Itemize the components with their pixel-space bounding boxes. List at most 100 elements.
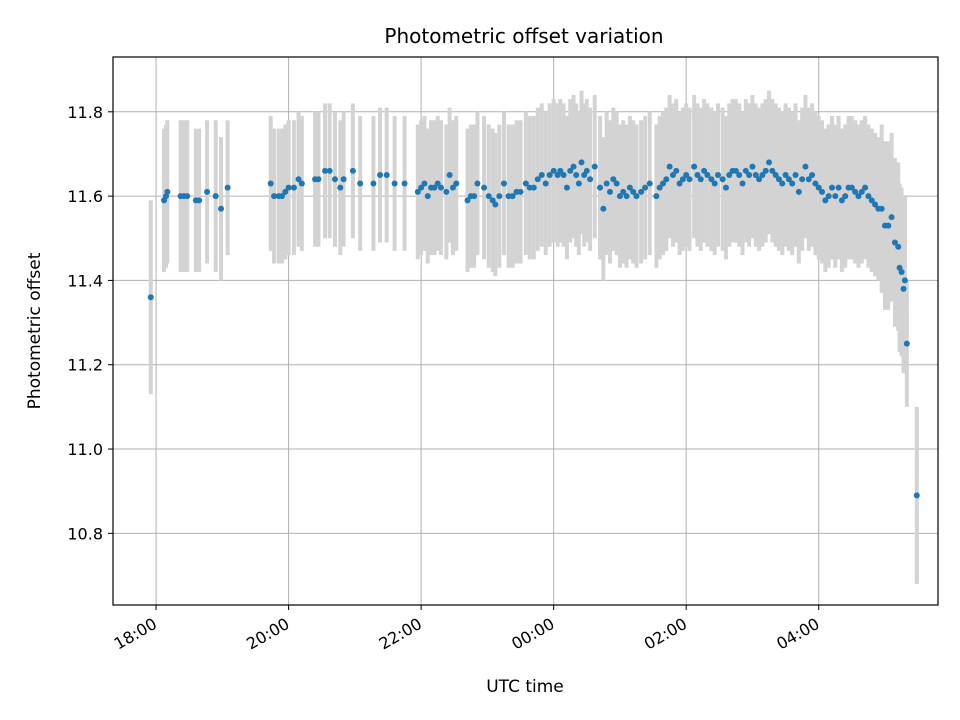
data-point <box>838 197 845 204</box>
data-point <box>858 188 865 195</box>
data-point <box>704 172 711 179</box>
data-point <box>492 201 499 208</box>
data-point <box>583 167 590 174</box>
data-point <box>522 180 529 187</box>
x-axis-label: UTC time <box>486 677 564 697</box>
data-point <box>822 197 829 204</box>
data-point <box>749 163 756 170</box>
data-point <box>557 167 564 174</box>
data-point <box>570 163 577 170</box>
data-point <box>438 184 445 191</box>
data-point <box>646 180 653 187</box>
data-point <box>759 172 766 179</box>
data-point <box>805 176 812 183</box>
data-point <box>732 167 739 174</box>
data-point <box>147 294 154 301</box>
x-tick-label: 18:00 <box>111 614 160 654</box>
y-tick-label: 11.8 <box>67 103 103 122</box>
data-point <box>443 188 450 195</box>
data-point <box>496 193 503 200</box>
data-point <box>471 193 478 200</box>
data-point <box>322 167 329 174</box>
data-point <box>891 239 898 246</box>
data-point <box>775 176 782 183</box>
data-point <box>842 193 849 200</box>
data-point <box>587 176 594 183</box>
data-point <box>742 167 749 174</box>
errorbars <box>148 90 919 584</box>
data-point <box>715 172 721 179</box>
data-point <box>828 184 835 191</box>
data-point <box>888 214 895 221</box>
data-point <box>792 172 799 179</box>
data-point <box>782 172 789 179</box>
data-point <box>903 340 910 347</box>
data-point <box>802 163 809 170</box>
data-point <box>204 188 211 195</box>
data-point <box>673 167 680 174</box>
data-point <box>848 184 855 191</box>
data-point <box>282 188 289 195</box>
data-point <box>613 180 620 187</box>
data-point <box>509 193 516 200</box>
x-tick-label: 04:00 <box>773 614 822 654</box>
data-point <box>825 193 832 200</box>
data-point <box>550 167 557 174</box>
data-point <box>481 184 488 191</box>
data-point <box>722 184 729 191</box>
data-point <box>196 197 203 204</box>
data-point <box>620 188 627 195</box>
data-point <box>295 176 302 183</box>
x-axis-ticks: 18:00 20:00 22:00 00:00 02:00 04:00 <box>111 605 823 654</box>
data-point <box>271 193 278 200</box>
data-point <box>697 176 704 183</box>
data-point <box>799 176 806 183</box>
data-point <box>638 188 645 195</box>
data-point <box>517 188 524 195</box>
data-point <box>865 193 872 200</box>
data-point <box>434 180 441 187</box>
y-axis-label: Photometric offset <box>25 252 45 409</box>
data-point <box>633 193 640 200</box>
y-tick-label: 10.8 <box>67 524 103 543</box>
data-point <box>766 159 773 166</box>
x-tick-label: 20:00 <box>243 614 292 654</box>
data-point <box>278 193 285 200</box>
data-point <box>377 172 384 179</box>
data-point <box>340 176 347 183</box>
data-points <box>147 159 920 499</box>
data-point <box>789 180 796 187</box>
data-point <box>694 172 701 179</box>
data-point <box>285 184 292 191</box>
data-point <box>573 172 580 179</box>
data-point <box>563 184 570 191</box>
y-tick-label: 11.4 <box>67 271 103 290</box>
data-point <box>868 197 875 204</box>
data-point <box>795 188 802 195</box>
data-point <box>913 492 920 499</box>
data-point <box>746 172 753 179</box>
data-point <box>898 268 905 275</box>
data-point <box>431 184 438 191</box>
data-point <box>337 184 344 191</box>
data-point <box>812 180 819 187</box>
data-point <box>616 193 623 200</box>
data-point <box>719 176 726 183</box>
data-point <box>708 176 715 183</box>
data-point <box>736 172 743 179</box>
data-point <box>424 193 431 200</box>
data-point <box>267 180 274 187</box>
data-point <box>835 184 842 191</box>
data-point <box>701 167 708 174</box>
data-point <box>762 167 769 174</box>
data-point <box>591 163 598 170</box>
data-point <box>421 180 428 187</box>
data-point <box>391 180 398 187</box>
data-point <box>739 180 746 187</box>
data-point <box>383 172 390 179</box>
data-point <box>653 193 660 200</box>
data-point <box>401 180 408 187</box>
data-point <box>538 172 545 179</box>
data-point <box>446 172 453 179</box>
